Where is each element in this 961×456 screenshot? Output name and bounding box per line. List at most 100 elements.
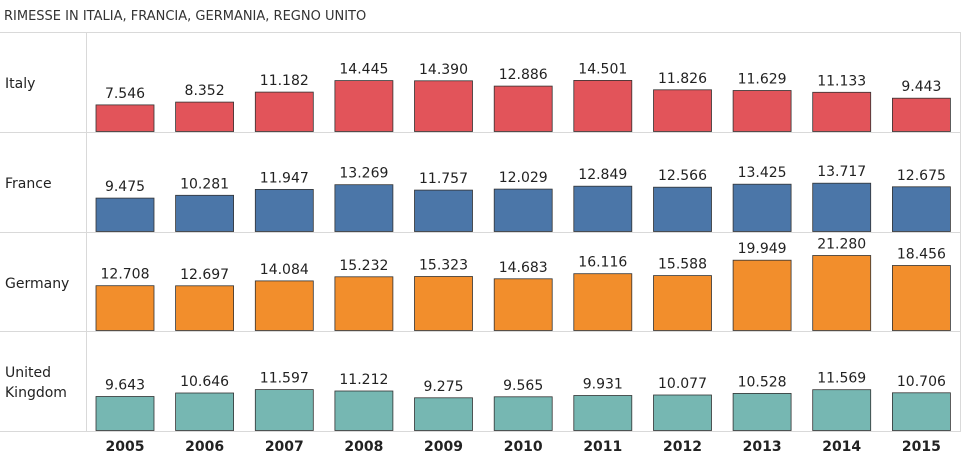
- data-label: 14.390: [419, 62, 468, 78]
- bar: [573, 273, 633, 331]
- bar: [493, 396, 553, 431]
- bar: [175, 194, 235, 232]
- data-label: 19.949: [738, 241, 787, 257]
- data-label: 11.757: [419, 171, 468, 187]
- row-label: France: [5, 176, 52, 192]
- data-label: 13.717: [817, 164, 866, 180]
- data-label: 16.116: [578, 255, 627, 271]
- data-label: 11.629: [738, 72, 787, 88]
- data-label: 9.475: [105, 179, 145, 195]
- bar: [95, 104, 155, 132]
- row-label: Italy: [5, 76, 35, 92]
- data-label: 12.697: [180, 267, 229, 283]
- data-label: 15.232: [339, 258, 388, 274]
- data-label: 8.352: [185, 83, 225, 99]
- data-label: 15.323: [419, 258, 468, 274]
- data-label: 21.280: [817, 237, 866, 253]
- data-label: 12.675: [897, 168, 946, 184]
- data-label: 18.456: [897, 247, 946, 263]
- bar: [175, 285, 235, 331]
- data-label: 12.886: [499, 67, 548, 83]
- data-label: 10.706: [897, 374, 946, 390]
- data-label: 11.212: [339, 372, 388, 388]
- x-axis: 2005 2006 2007 2008 2009 2010 2011 2012 2013 2014…: [106, 439, 941, 455]
- bar: [414, 276, 473, 331]
- data-label: 13.425: [738, 165, 787, 181]
- bar: [573, 80, 633, 132]
- bar: [573, 395, 633, 431]
- data-label: 10.077: [658, 376, 707, 392]
- bar: [175, 101, 235, 132]
- data-label: 10.528: [738, 374, 787, 390]
- bar: [334, 390, 394, 431]
- row-label: Kingdom: [5, 385, 67, 401]
- row-label: Germany: [5, 276, 69, 292]
- bar: [334, 80, 394, 132]
- row-labels: Italy France Germany United Kingdom: [5, 76, 69, 401]
- x-tick-label: 2011: [583, 439, 622, 455]
- data-label: 12.849: [578, 167, 627, 183]
- bar: [254, 280, 314, 331]
- bar: [732, 259, 792, 331]
- data-label: 11.182: [260, 73, 309, 89]
- row-label: United: [5, 365, 51, 381]
- data-label: 12.708: [101, 267, 150, 283]
- bars: [95, 80, 951, 431]
- bar: [653, 89, 712, 132]
- bar: [892, 265, 951, 331]
- data-label: 10.281: [180, 176, 229, 192]
- bar: [653, 186, 712, 232]
- bar: [95, 396, 155, 431]
- x-tick-label: 2005: [106, 439, 145, 455]
- bar: [732, 90, 792, 132]
- bar: [414, 80, 473, 132]
- bar: [732, 183, 792, 232]
- data-label: 7.546: [105, 86, 145, 102]
- chart-title: RIMESSE IN ITALIA, FRANCIA, GERMANIA, RE…: [4, 9, 366, 24]
- x-tick-label: 2010: [504, 439, 543, 455]
- bar: [493, 85, 553, 132]
- data-label: 14.084: [260, 262, 309, 278]
- data-label: 15.588: [658, 257, 707, 273]
- data-label: 10.646: [180, 374, 229, 390]
- x-tick-label: 2009: [424, 439, 463, 455]
- data-label: 9.643: [105, 378, 145, 394]
- bar: [334, 276, 394, 331]
- bar: [254, 188, 314, 232]
- x-tick-label: 2012: [663, 439, 702, 455]
- data-label: 12.029: [499, 170, 548, 186]
- data-label: 14.683: [499, 260, 548, 276]
- bar: [254, 389, 314, 431]
- bar: [812, 389, 872, 431]
- bar: [892, 97, 951, 132]
- grid-layer: [0, 32, 961, 432]
- bar: [95, 285, 155, 331]
- bar: [493, 278, 553, 331]
- x-tick-label: 2007: [265, 439, 304, 455]
- bar: [892, 186, 951, 232]
- bar: [414, 397, 473, 431]
- data-label: 13.269: [339, 166, 388, 182]
- bar: [493, 188, 553, 232]
- data-label: 11.597: [260, 371, 309, 387]
- bar: [812, 255, 872, 331]
- data-label: 11.569: [817, 371, 866, 387]
- x-tick-label: 2014: [822, 439, 861, 455]
- bar: [812, 182, 872, 232]
- bar: [175, 392, 235, 431]
- bar: [414, 189, 473, 232]
- value-labels: 7.546 8.352 11.182 14.445 14.390 12.886 14.501…: [101, 61, 946, 394]
- bar: [334, 184, 394, 232]
- data-label: 9.931: [583, 377, 623, 393]
- data-label: 9.565: [503, 378, 543, 394]
- data-label: 11.826: [658, 71, 707, 87]
- bar: [653, 394, 712, 431]
- x-tick-label: 2015: [902, 439, 941, 455]
- bar: [254, 91, 314, 132]
- data-label: 14.445: [339, 62, 388, 78]
- data-label: 9.275: [423, 379, 463, 395]
- bar: [653, 275, 712, 331]
- data-label: 9.443: [901, 79, 941, 95]
